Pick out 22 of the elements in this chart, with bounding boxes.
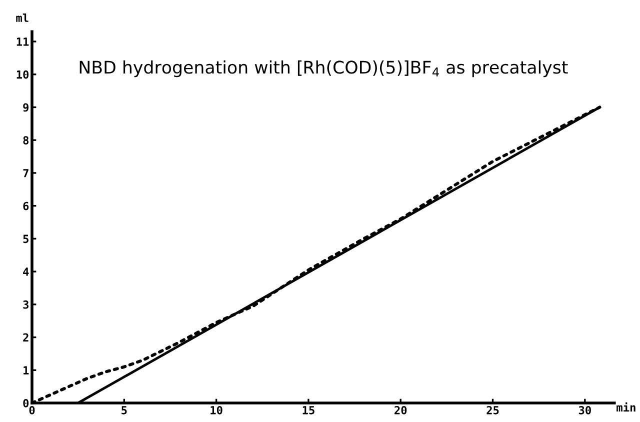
x-axis-title: min — [616, 402, 636, 412]
x-tick-label: 25 — [486, 406, 499, 414]
y-tick-label: 11 — [16, 38, 29, 46]
y-tick-label: 7 — [23, 169, 28, 178]
y-tick-label: 10 — [16, 70, 29, 79]
y-tick-label: 9 — [23, 103, 29, 112]
y-axis-title: ml — [16, 13, 28, 22]
y-tick-label: 6 — [23, 202, 29, 210]
y-tick-label: 8 — [23, 136, 29, 144]
y-tick-label: 3 — [23, 300, 28, 309]
y-tick-label: 0 — [23, 398, 29, 408]
x-tick-label: 20 — [394, 406, 407, 414]
x-tick-label: 5 — [122, 406, 127, 414]
y-tick-label: 5 — [23, 234, 28, 244]
text: NBD hydrogenation with [Rh(COD)(5)]BF$_{4}$ as precatalyst — [80, 60, 568, 78]
x-tick-label: 15 — [302, 406, 314, 414]
y-tick-label: 4 — [23, 268, 29, 276]
x-tick-label: 0 — [29, 406, 35, 414]
x-tick-label: 30 — [578, 406, 591, 414]
y-tick-label: 2 — [23, 333, 28, 342]
y-tick-label: 1 — [24, 366, 29, 374]
x-tick-label: 10 — [210, 406, 222, 414]
